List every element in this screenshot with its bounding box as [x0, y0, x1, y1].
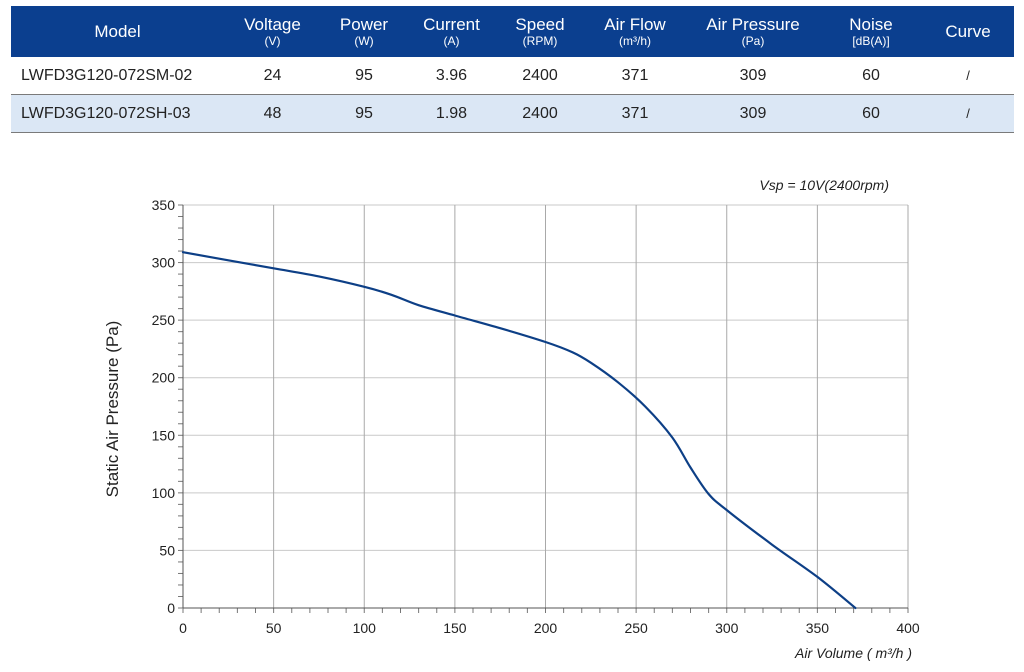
header-air-flow: Air Flow (m³/h)	[584, 6, 686, 57]
cell-curve: /	[922, 57, 1014, 95]
cell-power: 95	[321, 57, 407, 95]
chart-series	[181, 251, 857, 610]
header-speed: Speed (RPM)	[496, 6, 584, 57]
y-tick-label: 150	[152, 427, 176, 443]
header-power: Power (W)	[321, 6, 407, 57]
x-tick-label: 100	[353, 620, 377, 636]
cell-air-pressure: 309	[686, 57, 820, 95]
cell-noise: 60	[820, 94, 922, 133]
y-tick-label: 0	[167, 600, 175, 616]
table-row: LWFD3G120-072SM-02 24 95 3.96 2400 371 3…	[11, 57, 1014, 95]
chart-tick-labels: 0 50 100 150 200 250 300 350 0 50 100 150 200 250 300 3…	[152, 197, 920, 636]
x-tick-label: 200	[534, 620, 558, 636]
cell-power: 95	[321, 94, 407, 133]
y-tick-label: 100	[152, 485, 176, 501]
cell-speed: 2400	[496, 57, 584, 95]
x-tick-label: 300	[715, 620, 739, 636]
cell-noise: 60	[820, 57, 922, 95]
y-axis-title: Static Air Pressure (Pa)	[103, 321, 122, 498]
y-tick-label: 50	[159, 542, 175, 558]
table-row: LWFD3G120-072SH-03 48 95 1.98 2400 371 3…	[11, 94, 1014, 133]
cell-air-flow: 371	[584, 57, 686, 95]
chart-axes	[178, 204, 909, 613]
cell-air-flow: 371	[584, 94, 686, 133]
y-tick-label: 250	[152, 312, 176, 328]
x-tick-label: 400	[896, 620, 920, 636]
pressure-curve-line	[181, 251, 857, 610]
x-tick-label: 0	[179, 620, 187, 636]
header-curve: Curve	[922, 6, 1014, 57]
header-air-pressure: Air Pressure (Pa)	[686, 6, 820, 57]
table-header-row: Model Voltage (V) Power (W) Current (A) Spe…	[11, 6, 1014, 57]
header-current: Current (A)	[407, 6, 496, 57]
cell-current: 1.98	[407, 94, 496, 133]
cell-current: 3.96	[407, 57, 496, 95]
chart-annotation: Vsp = 10V(2400rpm)	[759, 177, 889, 193]
header-voltage: Voltage (V)	[224, 6, 321, 57]
x-tick-label: 350	[806, 620, 830, 636]
header-noise: Noise [dB(A)]	[820, 6, 922, 57]
spec-table: Model Voltage (V) Power (W) Current (A) Spe…	[11, 6, 1014, 133]
x-tick-label: 150	[443, 620, 467, 636]
x-tick-label: 250	[624, 620, 648, 636]
cell-voltage: 24	[224, 57, 321, 95]
cell-model: LWFD3G120-072SH-03	[11, 94, 224, 133]
cell-curve: /	[922, 94, 1014, 133]
cell-voltage: 48	[224, 94, 321, 133]
y-tick-label: 300	[152, 255, 176, 271]
cell-speed: 2400	[496, 94, 584, 133]
chart-grid	[183, 204, 909, 608]
cell-air-pressure: 309	[686, 94, 820, 133]
pressure-curve-chart: 0 50 100 150 200 250 300 350 0 50 100 150 200 250 300 3…	[103, 177, 920, 661]
x-axis-title: Air Volume ( m³/h )	[794, 645, 912, 661]
header-model: Model	[11, 6, 224, 57]
cell-model: LWFD3G120-072SM-02	[11, 57, 224, 95]
y-tick-label: 350	[152, 197, 176, 213]
x-tick-label: 50	[266, 620, 282, 636]
y-tick-label: 200	[152, 370, 176, 386]
